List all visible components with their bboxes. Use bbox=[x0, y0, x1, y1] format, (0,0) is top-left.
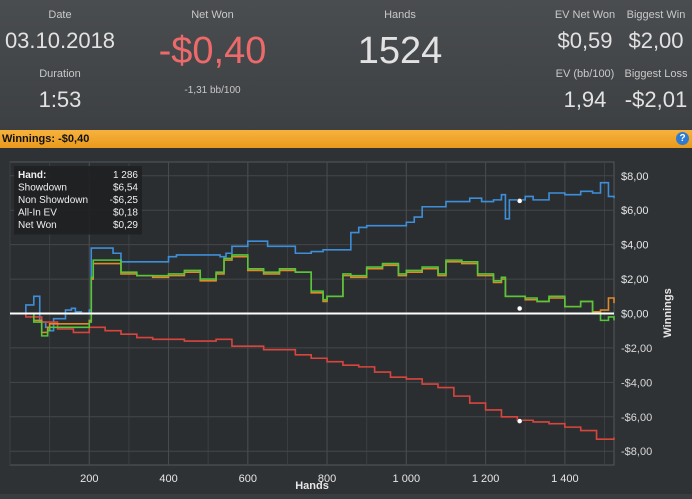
stats-panel: Date 03.10.2018 Duration 1:53 Net Won -$… bbox=[0, 0, 692, 130]
biggest-win-label: Biggest Win bbox=[626, 9, 686, 21]
tooltip-row-value: -$6,25 bbox=[110, 195, 139, 206]
ev-net-won-label: EV Net Won bbox=[554, 9, 616, 21]
y-tick-label: -$2,00 bbox=[621, 343, 652, 355]
tooltip-row-label: Non Showdown bbox=[18, 195, 88, 206]
y-tick-label: -$8,00 bbox=[621, 446, 652, 458]
biggest-loss-value: -$2,01 bbox=[624, 87, 688, 112]
tooltip-row-label: Showdown bbox=[18, 183, 67, 194]
ev-bb100-label: EV (bb/100) bbox=[555, 68, 615, 80]
ev-bb100-value: 1,94 bbox=[563, 87, 607, 112]
tooltip-row-value: $0,29 bbox=[113, 220, 138, 231]
tooltip-box bbox=[14, 166, 142, 235]
net-won-label: Net Won bbox=[191, 9, 234, 21]
tooltip-row-label: Net Won bbox=[18, 220, 57, 231]
hands-label: Hands bbox=[384, 9, 416, 21]
y-tick-label: $2,00 bbox=[621, 274, 649, 286]
winnings-chart-svg[interactable]: $8,00 $6,00 $4,00 $2,00 $0,00 -$2,00 -$4,00 -$6… bbox=[0, 148, 692, 494]
help-icon[interactable]: ? bbox=[676, 132, 689, 145]
x-axis-title: Hands bbox=[295, 480, 329, 492]
tooltip-row-label: All-In EV bbox=[18, 208, 57, 219]
x-tick-label: 1 400 bbox=[551, 473, 579, 485]
date-label: Date bbox=[48, 9, 72, 21]
y-tick-label: $6,00 bbox=[621, 205, 649, 217]
x-tick-label: 1 200 bbox=[472, 473, 500, 485]
duration-value: 1:53 bbox=[38, 87, 82, 112]
hands-value: 1524 bbox=[357, 30, 443, 72]
y-tick-label: $4,00 bbox=[621, 240, 649, 252]
x-tick-label: 400 bbox=[159, 473, 177, 485]
series-line-showdown bbox=[10, 181, 615, 332]
series-line-net_won bbox=[10, 254, 615, 337]
winnings-title-label: Winnings: bbox=[2, 133, 59, 145]
x-tick-label: 800 bbox=[318, 473, 336, 485]
hover-marker-non_showdown bbox=[516, 418, 523, 424]
net-won-bb100: -1,31 bb/100 bbox=[184, 85, 241, 96]
date-value: 03.10.2018 bbox=[4, 28, 116, 53]
x-tick-label: 600 bbox=[239, 473, 257, 485]
ev-net-won-value: $0,59 bbox=[557, 28, 613, 53]
tooltip-row-label: Hand: bbox=[18, 170, 46, 181]
y-axis-title: Winnings bbox=[662, 288, 674, 337]
tooltip-row-value: 1 286 bbox=[113, 170, 138, 181]
biggest-win-value: $2,00 bbox=[628, 28, 684, 53]
y-tick-label: -$6,00 bbox=[621, 412, 652, 424]
winnings-title: Winnings: -$0,40 bbox=[2, 133, 89, 145]
y-tick-label: $8,00 bbox=[621, 171, 649, 183]
y-tick-label: $0,00 bbox=[621, 309, 649, 321]
winnings-title-value: -$0,40 bbox=[58, 133, 90, 145]
hover-marker-net_won bbox=[516, 305, 523, 312]
winnings-title-bar: Winnings: -$0,40 ? bbox=[0, 130, 692, 148]
hover-marker-showdown bbox=[516, 198, 523, 204]
x-tick-label: 1 000 bbox=[393, 473, 421, 485]
winnings-chart[interactable]: $8,00 $6,00 $4,00 $2,00 $0,00 -$2,00 -$4,00 -$6… bbox=[0, 148, 692, 494]
biggest-loss-label: Biggest Loss bbox=[624, 68, 688, 80]
x-tick-label: 200 bbox=[80, 473, 98, 485]
tooltip-row-value: $6,54 bbox=[113, 183, 138, 194]
net-won-value: -$0,40 bbox=[158, 30, 267, 72]
hover-tooltip: Hand: 1 286 Showdown $6,54 Non Showdown -$6,2… bbox=[14, 166, 142, 235]
duration-label: Duration bbox=[39, 68, 81, 80]
tooltip-row-value: $0,18 bbox=[113, 208, 138, 219]
y-tick-label: -$4,00 bbox=[621, 377, 652, 389]
